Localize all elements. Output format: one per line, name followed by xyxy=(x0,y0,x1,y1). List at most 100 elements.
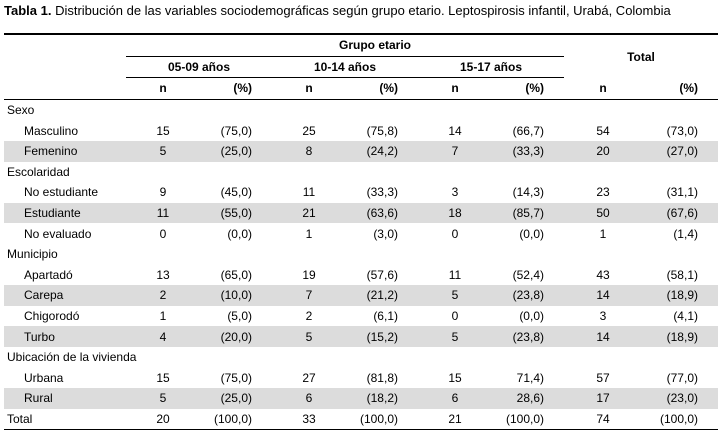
group-header-10-14: 10-14 años xyxy=(272,56,418,79)
section-row: Municipio xyxy=(4,244,718,265)
header-row-sub: 05-09 años 10-14 años 15-17 años Total xyxy=(4,50,718,79)
percent-cell: (18,9) xyxy=(642,285,718,306)
percent-cell: (57,6) xyxy=(366,267,398,282)
count-cell: 11 xyxy=(448,267,462,282)
percent-cell: (25,0) xyxy=(200,388,272,409)
table-row: Turbo 4 (20,0) 5 (15,2) 5 (23,8) 14 (18,9) xyxy=(4,326,718,347)
count-cell: 9 xyxy=(159,185,167,200)
percent-cell: (10,0) xyxy=(200,285,272,306)
percent-cell: (18,9) xyxy=(642,326,718,347)
count-cell: 5 xyxy=(126,388,200,409)
count-cell: 27 xyxy=(302,370,316,385)
total-row: Total 20 (100,0) 33 (100,0) 21 (100,0) 74 (100,0… xyxy=(4,408,718,431)
n-header: n xyxy=(418,77,492,100)
count-cell: 1 xyxy=(159,309,167,324)
pct-header: (%) xyxy=(346,77,418,100)
total-count-cell: 33 xyxy=(272,408,346,431)
row-label: Urbana xyxy=(24,370,64,385)
pct-header: (%) xyxy=(642,77,718,100)
percent-cell: (3,0) xyxy=(373,226,398,241)
count-cell: 6 xyxy=(272,388,346,409)
caption-label: Tabla 1. xyxy=(4,3,52,18)
count-cell: 13 xyxy=(156,267,170,282)
total-percent-cell: (100,0) xyxy=(346,408,418,431)
section-title: Sexo xyxy=(7,103,35,118)
percent-cell: (24,2) xyxy=(346,140,418,162)
percent-cell: (45,0) xyxy=(220,185,252,200)
count-cell: 14 xyxy=(564,326,642,347)
count-cell: 57 xyxy=(596,370,610,385)
percent-cell: (6,1) xyxy=(373,309,398,324)
percent-cell: (63,6) xyxy=(346,202,418,224)
table-row: Rural 5 (25,0) 6 (18,2) 6 28,6) 17 (23,0) xyxy=(4,388,718,409)
section-title: Escolaridad xyxy=(7,164,70,179)
count-cell: 5 xyxy=(126,140,200,162)
count-cell: 3 xyxy=(599,309,607,324)
percent-cell: (31,1) xyxy=(666,185,698,200)
section-title: Ubicación de la vivienda xyxy=(7,350,137,365)
n-header: n xyxy=(272,77,346,100)
count-cell: 15 xyxy=(448,370,462,385)
percent-cell: (18,2) xyxy=(346,388,418,409)
header-row-n-pct: n (%) n (%) n (%) n (%) xyxy=(4,77,718,100)
count-cell: 15 xyxy=(156,123,170,138)
percent-cell: (73,0) xyxy=(666,123,698,138)
section-title: Municipio xyxy=(7,247,58,262)
count-cell: 17 xyxy=(564,388,642,409)
percent-cell: (55,0) xyxy=(200,202,272,224)
count-cell: 54 xyxy=(596,123,610,138)
count-cell: 50 xyxy=(564,202,642,224)
percent-cell: (25,0) xyxy=(200,140,272,162)
group-header: Grupo etario xyxy=(126,32,564,57)
group-header-15-17: 15-17 años xyxy=(418,56,564,79)
table-row: Carepa 2 (10,0) 7 (21,2) 5 (23,8) 14 (18,9) xyxy=(4,285,718,306)
total-percent-cell: (100,0) xyxy=(492,408,564,431)
header-row-group: Grupo etario xyxy=(4,32,718,57)
percent-cell: (5,0) xyxy=(227,309,252,324)
row-label: Rural xyxy=(4,388,126,409)
percent-cell: (75,0) xyxy=(220,123,252,138)
percent-cell: (77,0) xyxy=(666,370,698,385)
table-row: Masculino 15 (75,0) 25 (75,8) 14 (66,7) 54 (73,0… xyxy=(4,120,718,141)
percent-cell: (67,6) xyxy=(642,202,718,224)
count-cell: 21 xyxy=(272,202,346,224)
total-count-cell: 20 xyxy=(126,408,200,431)
count-cell: 2 xyxy=(305,309,313,324)
row-label: No estudiante xyxy=(24,185,99,200)
percent-cell: (0,0) xyxy=(519,309,544,324)
group-header-05-09: 05-09 años xyxy=(126,56,272,79)
n-header: n xyxy=(126,77,200,100)
percent-cell: (21,2) xyxy=(346,285,418,306)
section-row: Ubicación de la vivienda xyxy=(4,347,718,368)
table-row: Apartadó 13 (65,0) 19 (57,6) 11 (52,4) 43 (58,1) xyxy=(4,265,718,286)
row-label: Carepa xyxy=(4,285,126,306)
count-cell: 18 xyxy=(418,202,492,224)
count-cell: 43 xyxy=(596,267,610,282)
count-cell: 1 xyxy=(305,226,313,241)
count-cell: 8 xyxy=(272,140,346,162)
percent-cell: (20,0) xyxy=(200,326,272,347)
count-cell: 14 xyxy=(564,285,642,306)
n-header: n xyxy=(564,77,642,100)
section-row: Sexo xyxy=(4,99,718,120)
percent-cell: (33,3) xyxy=(492,140,564,162)
percent-cell: 71,4) xyxy=(516,370,544,385)
percent-cell: (23,8) xyxy=(492,285,564,306)
row-label: Chigorodó xyxy=(24,309,80,324)
pct-header: (%) xyxy=(492,77,564,100)
count-cell: 19 xyxy=(302,267,316,282)
count-cell: 20 xyxy=(564,140,642,162)
table-row: Urbana 15 (75,0) 27 (81,8) 15 71,4) 57 (77,0) xyxy=(4,368,718,389)
row-label: Masculino xyxy=(24,123,79,138)
total-count-cell: 74 xyxy=(564,408,642,431)
percent-cell: (75,0) xyxy=(220,370,252,385)
percent-cell: (85,7) xyxy=(492,202,564,224)
count-cell: 1 xyxy=(599,226,607,241)
total-percent-cell: (100,0) xyxy=(200,408,272,431)
percent-cell: (4,1) xyxy=(673,309,698,324)
count-cell: 25 xyxy=(302,123,316,138)
percent-cell: (58,1) xyxy=(666,267,698,282)
percent-cell: (14,3) xyxy=(512,185,544,200)
count-cell: 5 xyxy=(272,326,346,347)
row-label: No evaluado xyxy=(24,226,92,241)
